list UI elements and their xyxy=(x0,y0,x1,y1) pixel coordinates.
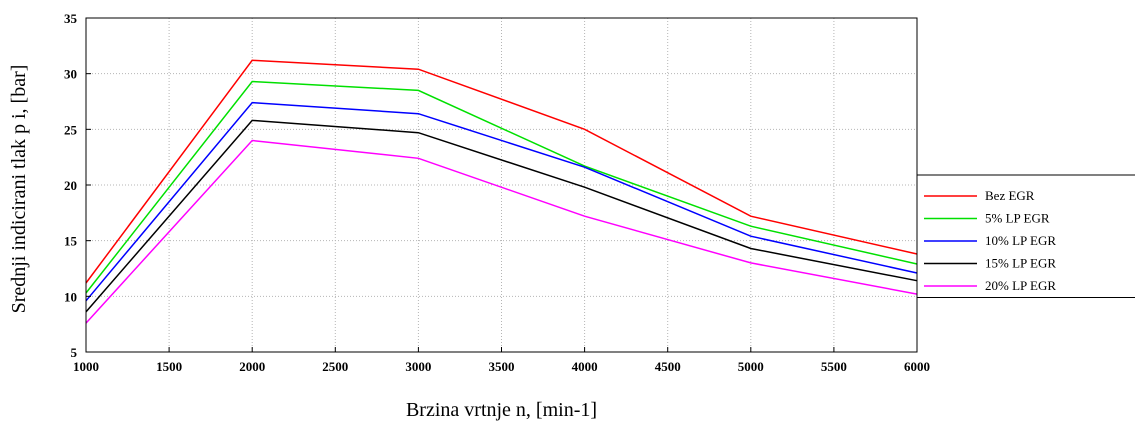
legend: Bez EGR 5% LP EGR 10% LP EGR 15% LP EGR 20% … xyxy=(916,174,1135,298)
series-line-0 xyxy=(85,59,918,284)
series-line-4 xyxy=(85,139,918,324)
legend-label: 20% LP EGR xyxy=(985,278,1056,293)
series-line-1 xyxy=(85,80,918,294)
series-line-2 xyxy=(85,101,918,302)
axis-ticks: 1000 1500 2000 2500 3000 3500 4000 4500 5000 5500… xyxy=(64,11,930,374)
x-tick-label: 5500 xyxy=(821,359,847,374)
legend-label: 5% LP EGR xyxy=(985,211,1050,226)
y-tick-label: 5 xyxy=(71,345,78,360)
legend-label: 10% LP EGR xyxy=(985,233,1056,248)
series-line-3 xyxy=(85,119,918,313)
grid xyxy=(86,18,917,352)
y-tick-label: 15 xyxy=(64,234,78,249)
plot-frame xyxy=(85,17,918,353)
y-tick-label: 25 xyxy=(64,122,78,137)
series-lines xyxy=(85,59,918,324)
x-tick-label: 2000 xyxy=(239,359,265,374)
x-tick-label: 2500 xyxy=(322,359,348,374)
x-tick-label: 6000 xyxy=(904,359,930,374)
y-tick-label: 10 xyxy=(64,289,77,304)
y-tick-label: 30 xyxy=(64,67,77,82)
x-tick-label: 1500 xyxy=(156,359,182,374)
x-tick-label: 4500 xyxy=(655,359,681,374)
x-tick-label: 3500 xyxy=(489,359,515,374)
x-axis-title: Brzina vrtnje n, [min-1] xyxy=(406,399,597,421)
y-axis-title: Srednji indicirani tlak p i, [bar] xyxy=(8,65,30,314)
x-tick-label: 1000 xyxy=(73,359,99,374)
legend-label: Bez EGR xyxy=(985,188,1035,203)
legend-label: 15% LP EGR xyxy=(985,256,1056,271)
x-tick-label: 5000 xyxy=(738,359,764,374)
y-tick-label: 35 xyxy=(64,11,78,26)
y-tick-label: 20 xyxy=(64,178,77,193)
x-tick-label: 3000 xyxy=(405,359,431,374)
x-tick-label: 4000 xyxy=(572,359,598,374)
